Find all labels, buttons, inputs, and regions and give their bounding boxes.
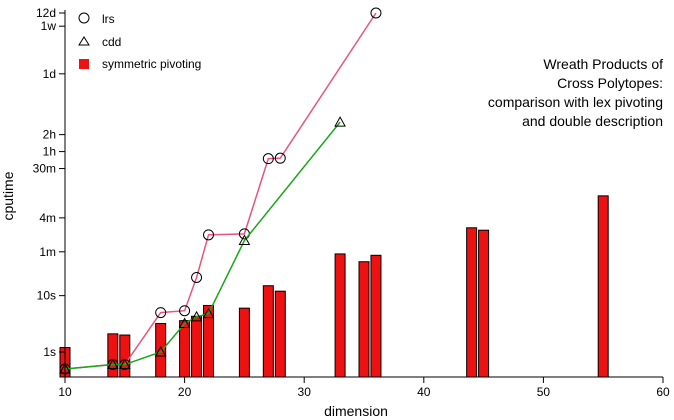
point-lrs [155, 307, 167, 319]
point-lrs [203, 229, 215, 241]
point-lrs [274, 152, 286, 164]
bar-series [59, 195, 609, 378]
legend: lrs cdd symmetric pivoting [78, 12, 201, 71]
y-tick-label: 4m [39, 211, 56, 225]
y-axis-title: cputime [0, 171, 16, 220]
point-cdd [118, 358, 131, 370]
bar-symmetric-pivoting [107, 333, 119, 378]
line-cdd [64, 121, 341, 370]
legend-label-symmetric-pivoting: symmetric pivoting [102, 57, 201, 71]
point-lrs [370, 7, 382, 19]
legend-item-lrs: lrs [78, 12, 115, 26]
bar-symmetric-pivoting [179, 320, 191, 378]
bar-symmetric-pivoting [370, 254, 382, 378]
y-tick-label: 10s [37, 289, 56, 303]
y-tick-label: 2h [43, 128, 56, 142]
point-cdd [190, 310, 203, 322]
legend-label-cdd: cdd [102, 35, 121, 49]
bar-symmetric-pivoting [155, 323, 167, 378]
y-tick-label: 1d [43, 67, 56, 81]
line-series [59, 7, 382, 375]
bar-symmetric-pivoting [478, 229, 490, 378]
annotation-line-4: and double description [522, 113, 663, 129]
y-tick-label: 30m [33, 162, 56, 176]
x-axis-title: dimension [324, 403, 388, 419]
x-tick-label: 60 [656, 385, 670, 399]
bar-symmetric-pivoting [262, 285, 274, 378]
bar-symmetric-pivoting [334, 253, 346, 378]
point-cdd [178, 317, 191, 329]
y-tick-label: 1m [39, 245, 56, 259]
annotation-line-3: comparison with lex pivoting [488, 94, 663, 110]
legend-item-cdd: cdd [78, 35, 121, 49]
legend-circle-marker [78, 12, 90, 24]
point-lrs [262, 153, 274, 165]
x-tick-label: 10 [58, 385, 72, 399]
x-tick-label: 30 [298, 385, 312, 399]
bar-symmetric-pivoting [203, 304, 215, 378]
bar-symmetric-pivoting [274, 290, 286, 378]
annotation-line-2: Cross Polytopes: [557, 75, 663, 91]
y-tick-label: 12d [36, 6, 56, 20]
bar-symmetric-pivoting [466, 227, 478, 378]
bar-symmetric-pivoting [119, 334, 131, 378]
x-tick-label: 50 [537, 385, 551, 399]
annotation-line-1: Wreath Products of [543, 56, 663, 72]
x-tick-label: 20 [178, 385, 192, 399]
x-tick-label: 40 [417, 385, 431, 399]
legend-square-marker [79, 59, 89, 69]
bar-symmetric-pivoting [358, 261, 370, 378]
point-lrs [191, 271, 203, 283]
legend-label-lrs: lrs [102, 12, 115, 26]
point-cdd [238, 234, 251, 246]
point-cdd [106, 358, 119, 370]
bar-symmetric-pivoting [597, 195, 609, 378]
y-tick-label: 1w [41, 19, 57, 33]
y-tick-label: 1s [43, 345, 56, 359]
legend-item-symmetric-pivoting: symmetric pivoting [79, 57, 201, 71]
annotation: Wreath Products of Cross Polytopes: comp… [488, 56, 663, 129]
bar-symmetric-pivoting [238, 307, 250, 378]
y-tick-label: 1h [43, 145, 56, 159]
point-cdd [154, 345, 167, 357]
bar-symmetric-pivoting [191, 315, 203, 378]
point-cdd [334, 116, 346, 127]
point-lrs [179, 305, 191, 317]
point-cdd [202, 307, 215, 319]
legend-triangle-marker [78, 36, 90, 46]
